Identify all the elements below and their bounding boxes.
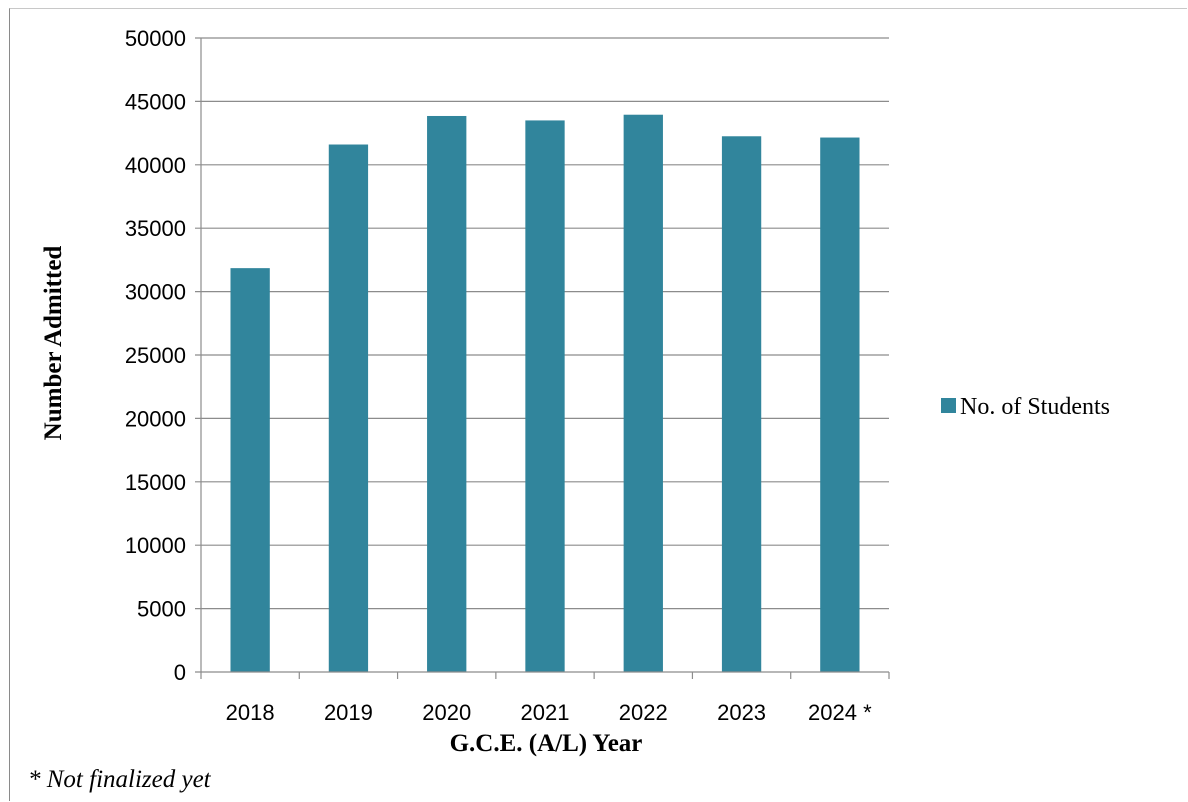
legend-swatch <box>941 398 956 413</box>
bar <box>721 136 762 672</box>
y-tick-label: 25000 <box>125 343 186 368</box>
y-tick-label: 35000 <box>125 216 186 241</box>
y-tick-label: 20000 <box>125 406 186 431</box>
y-tick-label: 40000 <box>125 153 186 178</box>
x-tick-label: 2022 <box>619 700 668 725</box>
bar <box>427 115 467 673</box>
axes <box>195 38 890 679</box>
x-tick-label: 2018 <box>226 700 275 725</box>
x-tick-label: 2020 <box>422 700 471 725</box>
x-tick-label: 2023 <box>717 700 766 725</box>
y-tick-labels: 0 5000 10000 15000 20000 25000 30000 35000 40000… <box>125 26 186 685</box>
x-tick-label: 2021 <box>521 700 570 725</box>
x-axis-title: G.C.E. (A/L) Year <box>450 730 643 757</box>
y-axis-title: Number Admitted <box>40 246 67 441</box>
y-tick-label: 5000 <box>137 597 186 622</box>
legend-label: No. of Students <box>960 394 1110 420</box>
y-tick-label: 45000 <box>125 89 186 114</box>
legend: No. of Students <box>941 394 1110 420</box>
chart-frame <box>9 8 1187 801</box>
bar <box>328 144 369 673</box>
y-tick-label: 30000 <box>125 280 186 305</box>
bar <box>525 120 565 673</box>
bar <box>820 137 860 673</box>
bars <box>230 114 860 673</box>
bar <box>623 114 663 673</box>
bar <box>230 268 270 672</box>
y-tick-label: 0 <box>174 660 186 685</box>
footnote: * Not finalized yet <box>28 766 212 793</box>
x-tick-label: 2024 * <box>808 700 872 725</box>
x-tick-labels: 2018 2019 2020 2021 2022 2023 2024 * <box>226 700 872 725</box>
y-tick-label: 15000 <box>125 470 186 495</box>
y-tick-label: 10000 <box>125 533 186 558</box>
x-tick-label: 2019 <box>324 700 373 725</box>
y-tick-label: 50000 <box>125 26 186 51</box>
